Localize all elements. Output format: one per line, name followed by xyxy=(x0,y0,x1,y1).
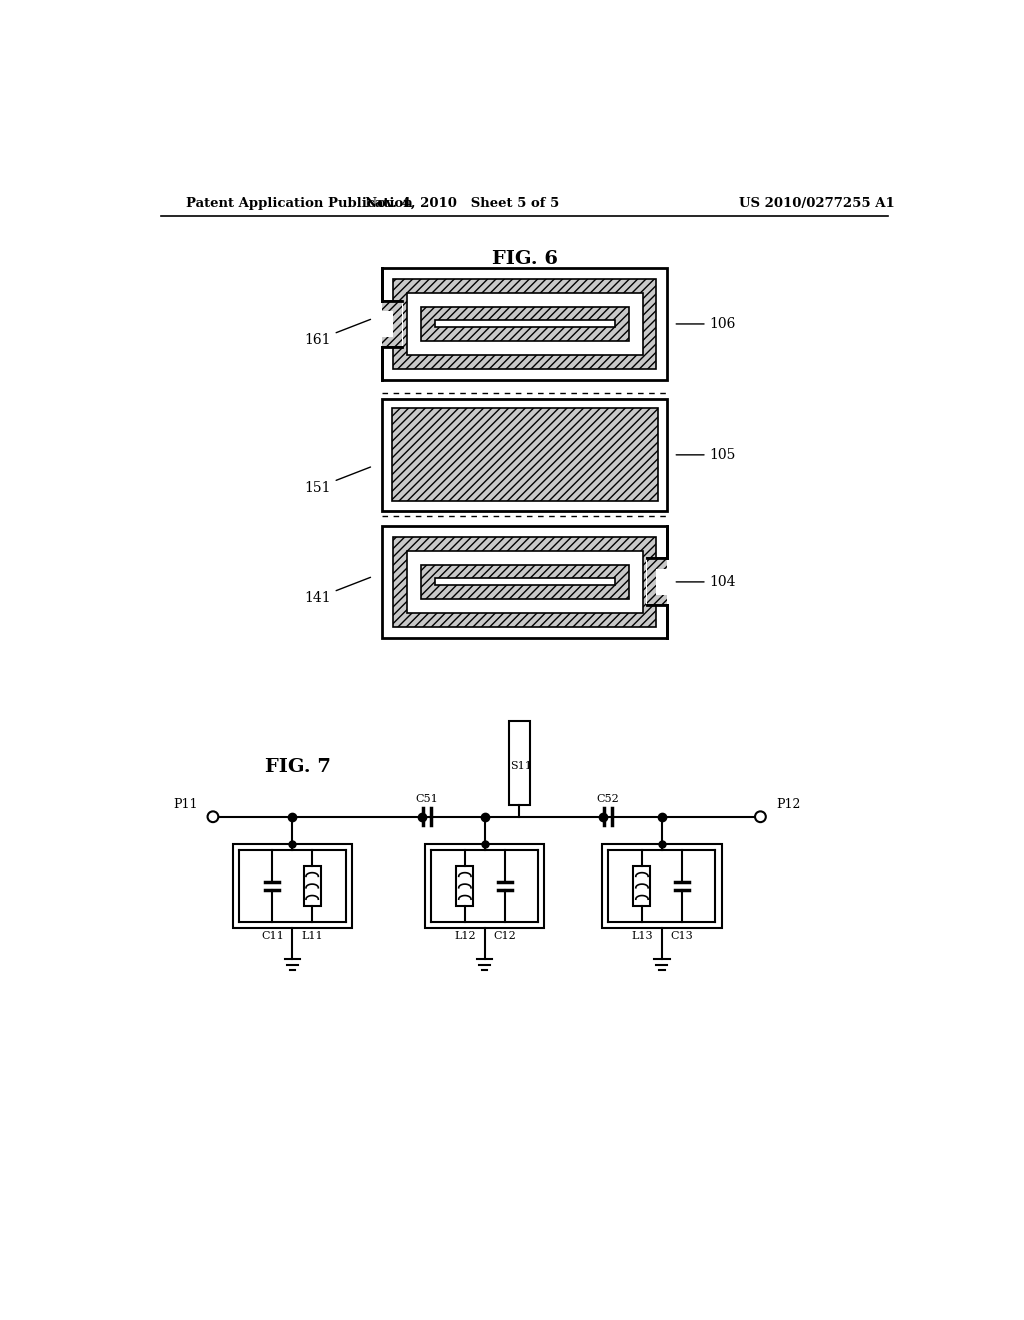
Circle shape xyxy=(208,812,218,822)
Bar xyxy=(602,843,722,928)
Text: FIG. 7: FIG. 7 xyxy=(265,758,331,776)
Text: C11: C11 xyxy=(261,931,284,941)
Text: US 2010/0277255 A1: US 2010/0277255 A1 xyxy=(739,197,895,210)
Bar xyxy=(425,843,545,928)
Text: 151: 151 xyxy=(304,467,371,495)
Bar xyxy=(381,301,403,347)
Bar xyxy=(646,558,669,606)
Text: FIG. 6: FIG. 6 xyxy=(492,249,558,268)
Bar xyxy=(634,866,650,906)
Bar xyxy=(382,312,393,337)
Text: 106: 106 xyxy=(676,317,736,331)
Bar xyxy=(382,527,668,638)
Bar xyxy=(393,537,656,627)
Text: C52: C52 xyxy=(597,795,620,804)
Bar xyxy=(647,558,668,606)
Bar xyxy=(509,721,530,805)
Bar xyxy=(457,866,473,906)
Text: Patent Application Publication: Patent Application Publication xyxy=(186,197,413,210)
Bar xyxy=(421,565,629,599)
Bar xyxy=(435,321,614,327)
Bar xyxy=(382,399,668,511)
Text: P11: P11 xyxy=(173,797,198,810)
Text: P12: P12 xyxy=(776,797,800,810)
Circle shape xyxy=(755,812,766,822)
Bar xyxy=(382,301,402,347)
Text: 161: 161 xyxy=(304,319,371,347)
Bar xyxy=(304,866,321,906)
Bar xyxy=(391,408,658,502)
Text: Nov. 4, 2010   Sheet 5 of 5: Nov. 4, 2010 Sheet 5 of 5 xyxy=(365,197,559,210)
Bar xyxy=(232,843,352,928)
Bar xyxy=(407,550,643,612)
Bar xyxy=(407,293,643,355)
Text: 141: 141 xyxy=(304,577,371,605)
Bar xyxy=(421,306,629,342)
Text: C13: C13 xyxy=(671,931,693,941)
Text: C51: C51 xyxy=(416,795,438,804)
Bar xyxy=(393,279,656,370)
Text: L13: L13 xyxy=(631,931,652,941)
Text: L11: L11 xyxy=(301,931,323,941)
Text: S11: S11 xyxy=(510,760,531,771)
Text: 105: 105 xyxy=(676,447,736,462)
Bar xyxy=(435,578,614,585)
Text: C12: C12 xyxy=(494,931,516,941)
Bar xyxy=(382,268,668,380)
Text: 104: 104 xyxy=(676,576,736,589)
Bar xyxy=(656,569,668,594)
Text: L12: L12 xyxy=(454,931,476,941)
